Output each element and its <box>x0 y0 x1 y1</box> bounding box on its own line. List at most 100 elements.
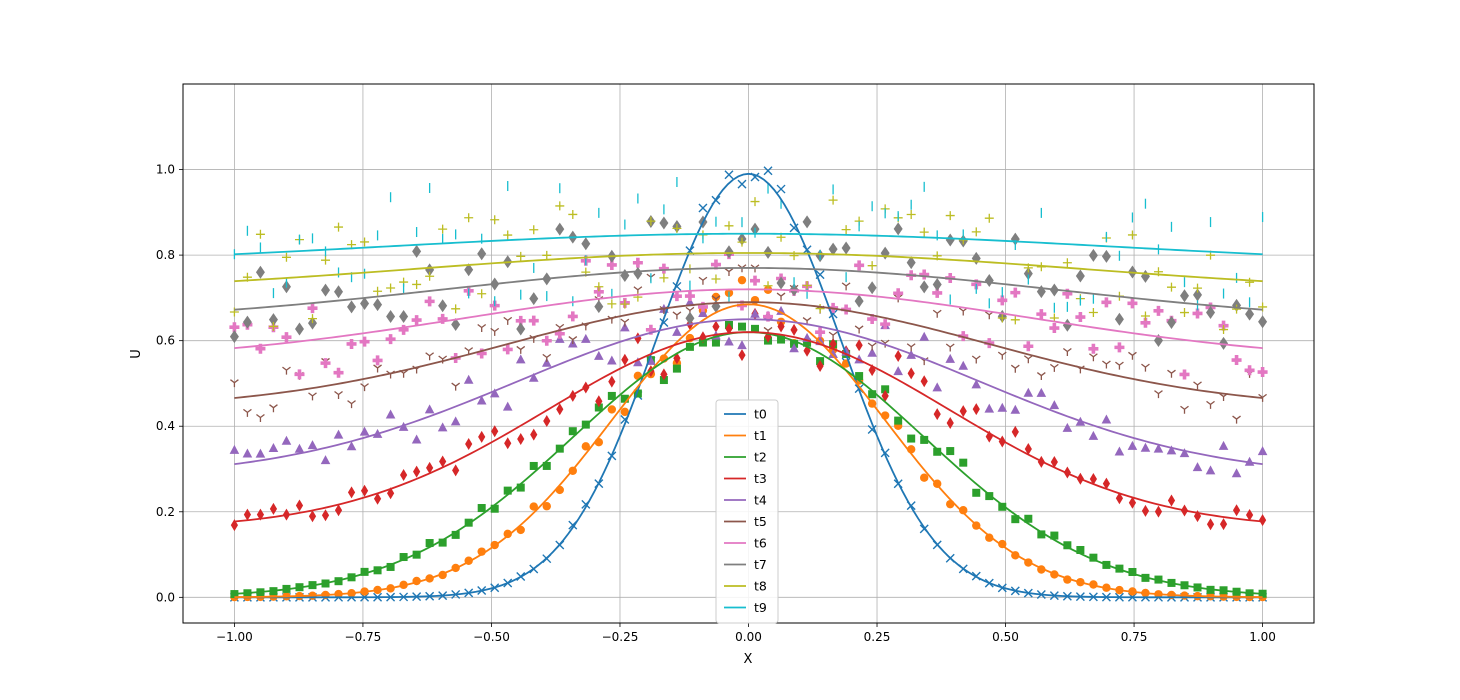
data-point-t4 <box>320 455 331 465</box>
data-point-t7 <box>438 299 448 313</box>
data-point-t7 <box>255 265 265 279</box>
data-point-t3 <box>517 432 525 445</box>
data-point-t3 <box>256 508 265 521</box>
data-point-t7 <box>1258 315 1268 329</box>
data-point-t7 <box>268 313 278 327</box>
data-point-t7 <box>854 294 864 308</box>
data-point-t3 <box>1011 425 1019 438</box>
data-point-t6 <box>1075 312 1086 323</box>
y-tick-label: 0.6 <box>156 334 175 348</box>
data-point-t6 <box>424 296 435 307</box>
legend-label-t2: t2 <box>754 450 767 465</box>
data-point-t8 <box>451 304 461 314</box>
data-point-t5 <box>945 343 955 352</box>
data-point-t1 <box>737 275 747 285</box>
data-point-t8 <box>659 273 669 283</box>
data-point-t6 <box>1140 317 1151 328</box>
data-point-t5 <box>1206 400 1215 409</box>
data-point-t8 <box>919 227 929 237</box>
series-line-t6 <box>234 288 1263 350</box>
data-point-t7 <box>1219 336 1229 350</box>
data-point-t6 <box>1127 298 1138 309</box>
data-point-t6 <box>1244 365 1255 376</box>
y-axis-label: U <box>129 349 144 359</box>
data-point-t7 <box>451 317 461 331</box>
x-tick-label: −0.50 <box>473 630 510 644</box>
x-tick-label: −0.25 <box>602 630 639 644</box>
data-point-t6 <box>1062 288 1073 299</box>
data-point-t7 <box>659 216 669 230</box>
data-point-t4 <box>958 360 969 370</box>
data-point-t8 <box>438 224 448 234</box>
data-point-t8 <box>646 216 656 226</box>
data-point-t3 <box>243 508 252 521</box>
data-point-t3 <box>426 461 434 474</box>
data-point-t7 <box>1193 288 1203 302</box>
data-point-t5 <box>1036 372 1046 381</box>
data-point-t5 <box>542 353 552 362</box>
data-point-t8 <box>386 283 396 293</box>
data-point-t8 <box>828 195 838 205</box>
data-point-t4 <box>893 366 903 376</box>
data-point-t4 <box>242 448 253 458</box>
data-point-t7 <box>334 285 344 299</box>
data-point-t3 <box>556 403 564 416</box>
data-point-t4 <box>1023 387 1034 397</box>
legend-box <box>715 399 779 624</box>
series-line-t0 <box>234 172 1263 599</box>
data-point-t3 <box>985 430 993 443</box>
data-point-t2 <box>855 372 864 381</box>
data-point-t4 <box>737 340 747 350</box>
data-point-t4 <box>1010 404 1021 414</box>
data-point-t6 <box>880 319 891 330</box>
data-point-t3 <box>1128 496 1137 509</box>
data-point-t8 <box>412 279 422 289</box>
data-point-t1 <box>985 533 994 542</box>
data-point-t2 <box>907 434 916 443</box>
data-point-t5 <box>230 379 239 388</box>
data-point-t4 <box>932 382 943 392</box>
data-point-t5 <box>477 323 487 332</box>
data-point-t5 <box>672 311 682 320</box>
data-point-t8 <box>802 280 812 290</box>
data-point-t3 <box>959 405 967 418</box>
data-point-t5 <box>256 413 265 422</box>
data-point-t4 <box>633 357 643 367</box>
data-point-t8 <box>503 230 513 240</box>
data-point-t6 <box>606 259 617 270</box>
data-point-t8 <box>1193 283 1203 293</box>
legend-label-t9: t9 <box>754 600 767 615</box>
data-point-t5 <box>854 325 864 334</box>
data-point-t7 <box>1101 249 1111 263</box>
data-point-t3 <box>946 416 954 429</box>
data-point-t6 <box>1114 342 1125 353</box>
series-line-t9 <box>234 232 1263 256</box>
data-point-t6 <box>437 313 448 324</box>
x-tick-label: 0.00 <box>735 630 762 644</box>
data-point-t6 <box>997 295 1008 306</box>
data-point-t6 <box>593 286 604 297</box>
data-point-t8 <box>750 197 760 207</box>
data-point-t7 <box>529 292 539 306</box>
data-point-t2 <box>881 385 890 394</box>
data-point-t2 <box>868 390 877 399</box>
data-point-t4 <box>1140 442 1151 452</box>
data-point-t4 <box>1192 462 1203 472</box>
data-point-t8 <box>321 255 331 265</box>
data-point-t5 <box>516 345 526 354</box>
data-point-t4 <box>411 434 422 444</box>
data-point-t8 <box>984 213 994 223</box>
data-point-t5 <box>568 336 578 345</box>
data-point-t3 <box>295 499 304 512</box>
data-point-t3 <box>777 320 785 333</box>
data-point-t6 <box>671 291 682 302</box>
data-point-t3 <box>725 322 733 335</box>
data-point-t2 <box>399 553 408 562</box>
data-point-t5 <box>906 343 916 352</box>
data-point-t7 <box>242 315 252 329</box>
data-point-t6 <box>841 304 852 315</box>
data-point-t2 <box>1050 531 1059 540</box>
data-point-t6 <box>932 287 943 298</box>
data-point-t5 <box>724 268 734 277</box>
data-point-t5 <box>1258 393 1267 402</box>
